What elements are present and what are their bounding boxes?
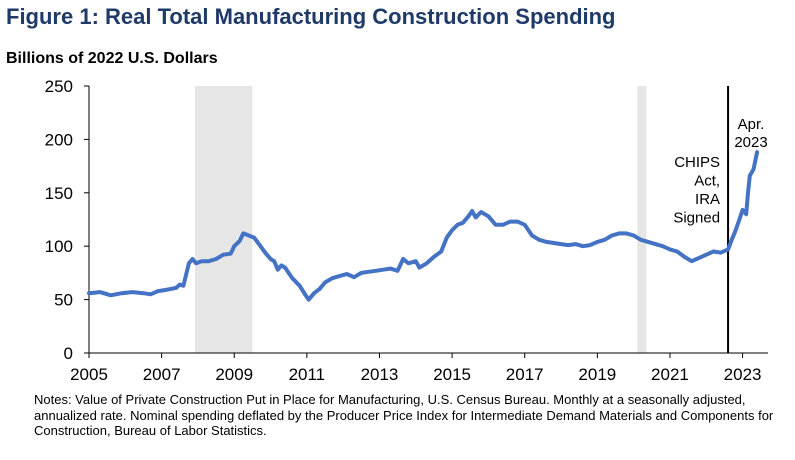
recession-band-1 [637, 86, 647, 353]
y-tick-label: 250 [45, 77, 73, 96]
end-annotation-line: 2023 [734, 134, 767, 151]
y-tick-label: 100 [45, 237, 73, 256]
chart-notes: Notes: Value of Private Construction Put… [34, 392, 774, 438]
x-tick-label: 2017 [506, 365, 544, 384]
y-tick-label: 50 [54, 291, 73, 310]
y-tick-label: 200 [45, 130, 73, 149]
x-tick-label: 2013 [361, 365, 399, 384]
event-annotation-line: IRA [695, 191, 720, 208]
event-annotation-line: Signed [673, 210, 720, 227]
y-tick-label: 0 [64, 344, 73, 363]
x-tick-label: 2005 [70, 365, 108, 384]
x-tick-label: 2021 [651, 365, 689, 384]
end-annotation: Apr. 2023 [734, 116, 767, 151]
event-annotation: CHIPS Act, IRA Signed [673, 154, 720, 227]
recession-band-0 [195, 86, 253, 353]
event-annotation-line: CHIPS [674, 154, 720, 171]
x-tick-label: 2007 [143, 365, 181, 384]
x-tick-label: 2011 [289, 365, 326, 384]
page-title: Figure 1: Real Total Manufacturing Const… [6, 4, 616, 29]
chart-subtitle: Billions of 2022 U.S. Dollars [6, 50, 218, 67]
x-tick-label: 2009 [215, 365, 253, 384]
x-tick-label: 2015 [433, 365, 471, 384]
series-line [87, 150, 760, 302]
x-tick-label: 2023 [724, 365, 762, 384]
x-tick-label: 2019 [578, 365, 616, 384]
event-annotation-line: Act, [694, 173, 720, 190]
end-annotation-line: Apr. [738, 116, 765, 133]
line-chart: 0 50 100 150 200 250 2005 2007 2009 2011 2013 2015… [45, 77, 768, 384]
y-tick-label: 150 [45, 184, 73, 203]
